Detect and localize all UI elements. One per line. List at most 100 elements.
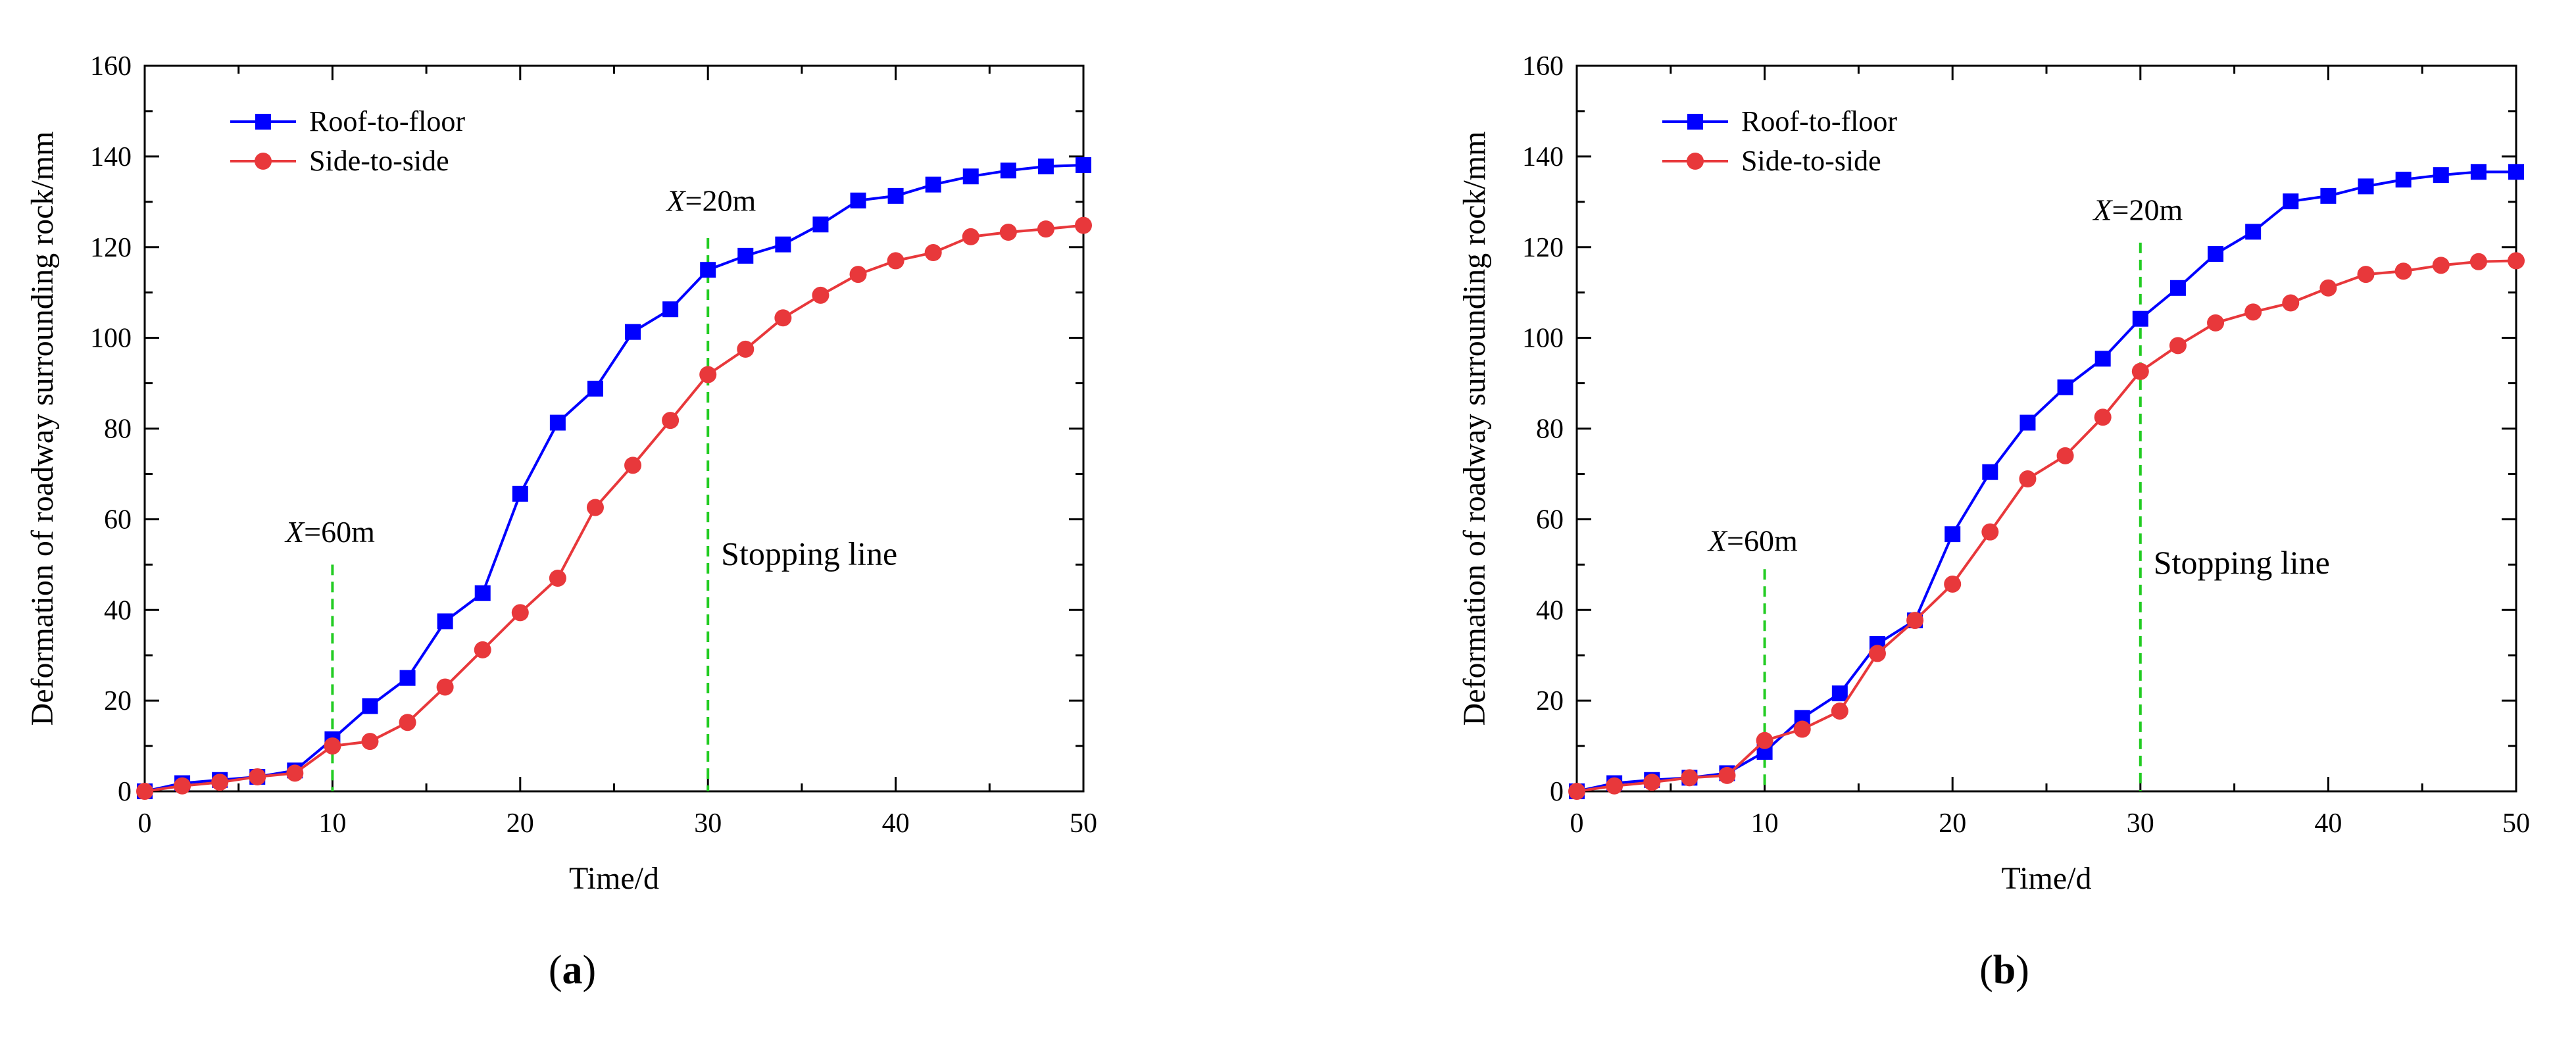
data-point-a-side-to-side-38 xyxy=(849,266,867,284)
y-axis-label-a: Deformation of roadway surrounding rock/… xyxy=(25,132,60,726)
legend-label-a-roof-to-floor: Roof-to-floor xyxy=(309,105,465,137)
data-point-a-side-to-side-10 xyxy=(324,737,341,755)
data-point-b-side-to-side-0 xyxy=(1568,783,1585,800)
x-tick-label-a-30: 30 xyxy=(694,808,722,839)
series-line-a-side-to-side xyxy=(144,224,1084,793)
data-point-b-side-to-side-8 xyxy=(1718,766,1736,784)
data-point-b-side-to-side-32 xyxy=(2169,337,2187,355)
data-point-a-side-to-side-16 xyxy=(436,678,454,696)
x-tick-label-a-50: 50 xyxy=(1070,808,1097,839)
data-point-b-roof-to-floor-50 xyxy=(2508,164,2524,180)
data-point-a-side-to-side-4 xyxy=(211,774,229,791)
data-point-a-roof-to-floor-42 xyxy=(925,176,941,193)
x-tick-label-b-0: 0 xyxy=(1570,808,1584,839)
data-point-b-side-to-side-26 xyxy=(2056,447,2074,464)
panel-label-a-open: ( xyxy=(548,948,562,993)
y-tick-label-a-20: 20 xyxy=(104,686,132,716)
data-point-b-roof-to-floor-32 xyxy=(2169,280,2186,296)
data-point-a-roof-to-floor-22 xyxy=(549,414,566,431)
data-point-a-side-to-side-22 xyxy=(549,569,566,587)
data-point-a-roof-to-floor-26 xyxy=(625,324,641,340)
distance-annotation-value: =20m xyxy=(685,184,756,218)
x-tick-label-a-20: 20 xyxy=(507,808,534,839)
data-point-b-roof-to-floor-28 xyxy=(2094,351,2111,367)
legend-marker-a-side-to-side xyxy=(255,153,272,170)
x-tick-label-b-20: 20 xyxy=(1939,808,1966,839)
plot-frame-a xyxy=(143,64,1085,793)
data-point-a-roof-to-floor-16 xyxy=(437,613,453,630)
data-point-a-roof-to-floor-50 xyxy=(1076,157,1091,173)
data-point-a-side-to-side-26 xyxy=(624,457,642,474)
y-tick-label-a-160: 160 xyxy=(90,51,132,82)
data-point-b-roof-to-floor-42 xyxy=(2358,178,2374,195)
data-point-a-side-to-side-28 xyxy=(662,412,680,430)
data-point-b-roof-to-floor-44 xyxy=(2395,172,2412,188)
panel-label-b-close: ) xyxy=(2016,948,2029,993)
data-point-b-roof-to-floor-24 xyxy=(2019,414,2036,431)
distance-annotation-a-10: X=60m xyxy=(284,515,375,549)
data-point-b-roof-to-floor-46 xyxy=(2433,167,2449,184)
data-point-b-roof-to-floor-40 xyxy=(2320,187,2337,204)
data-point-a-side-to-side-30 xyxy=(699,366,717,383)
data-point-b-side-to-side-24 xyxy=(2019,470,2037,488)
stopping-line-label-a: Stopping line xyxy=(721,535,897,572)
data-point-b-roof-to-floor-30 xyxy=(2132,310,2148,327)
data-point-a-side-to-side-14 xyxy=(399,714,416,731)
distance-annotation-value: =60m xyxy=(304,515,375,549)
data-point-b-side-to-side-18 xyxy=(1906,612,1924,630)
data-point-b-side-to-side-48 xyxy=(2469,253,2487,270)
y-tick-label-b-40: 40 xyxy=(1536,595,1564,626)
panel-label-a: (a) xyxy=(507,947,638,994)
y-tick-label-a-140: 140 xyxy=(90,142,132,172)
y-tick-label-a-40: 40 xyxy=(104,595,132,626)
data-point-b-side-to-side-50 xyxy=(2508,252,2525,270)
data-point-a-side-to-side-50 xyxy=(1075,216,1092,234)
data-point-b-roof-to-floor-26 xyxy=(2057,379,2073,395)
data-point-a-side-to-side-0 xyxy=(136,783,153,800)
y-axis-label-b: Deformation of roadway surrounding rock/… xyxy=(1457,132,1492,726)
plot-frame-b xyxy=(1575,64,2517,793)
data-point-a-side-to-side-24 xyxy=(586,499,604,516)
distance-annotation-var: X xyxy=(2092,193,2113,226)
y-tick-label-a-60: 60 xyxy=(104,505,132,535)
data-point-a-side-to-side-48 xyxy=(1037,220,1054,238)
legend-marker-b-side-to-side xyxy=(1687,153,1704,170)
data-point-b-side-to-side-14 xyxy=(1831,702,1848,720)
y-tick-label-b-100: 100 xyxy=(1522,324,1564,354)
data-point-a-roof-to-floor-12 xyxy=(362,698,378,714)
y-tick-label-b-20: 20 xyxy=(1536,686,1564,716)
data-point-b-roof-to-floor-22 xyxy=(1982,464,1998,480)
data-point-a-side-to-side-40 xyxy=(887,252,904,270)
data-point-b-side-to-side-2 xyxy=(1606,777,1623,795)
data-point-b-side-to-side-34 xyxy=(2207,314,2225,332)
panel-label-a-close: ) xyxy=(582,948,597,993)
data-point-b-side-to-side-20 xyxy=(1944,575,1962,593)
x-tick-label-b-40: 40 xyxy=(2314,808,2342,839)
data-point-b-roof-to-floor-48 xyxy=(2470,164,2487,180)
data-point-a-side-to-side-20 xyxy=(511,604,529,622)
data-point-b-side-to-side-4 xyxy=(1643,774,1661,791)
data-point-a-roof-to-floor-14 xyxy=(399,670,416,686)
data-point-a-side-to-side-42 xyxy=(924,244,942,262)
legend-label-a-side-to-side: Side-to-side xyxy=(309,145,449,177)
data-point-b-side-to-side-30 xyxy=(2131,362,2149,380)
y-tick-label-a-100: 100 xyxy=(90,324,132,354)
data-point-b-side-to-side-36 xyxy=(2244,303,2262,321)
data-point-a-side-to-side-36 xyxy=(812,286,830,304)
data-point-b-roof-to-floor-36 xyxy=(2245,224,2262,240)
data-point-b-side-to-side-46 xyxy=(2432,257,2450,274)
panel-label-b-letter: b xyxy=(1993,948,2016,993)
chart-b: 0 10 20 30 40 50 0 20 40 60 80 100 120 140 160 Time/d De… xyxy=(1457,51,2530,896)
legend-marker-a-roof-to-floor xyxy=(255,114,271,130)
data-point-a-roof-to-floor-28 xyxy=(662,301,679,318)
x-tick-label-b-50: 50 xyxy=(2502,808,2530,839)
data-point-a-side-to-side-2 xyxy=(174,777,191,795)
data-point-a-roof-to-floor-20 xyxy=(512,485,528,502)
data-point-b-roof-to-floor-34 xyxy=(2208,246,2224,262)
data-point-b-roof-to-floor-20 xyxy=(1944,526,1961,543)
data-point-a-roof-to-floor-38 xyxy=(850,192,866,209)
data-point-a-roof-to-floor-32 xyxy=(737,247,754,264)
x-axis-label-b: Time/d xyxy=(2002,861,2092,896)
data-point-a-side-to-side-34 xyxy=(774,309,792,327)
